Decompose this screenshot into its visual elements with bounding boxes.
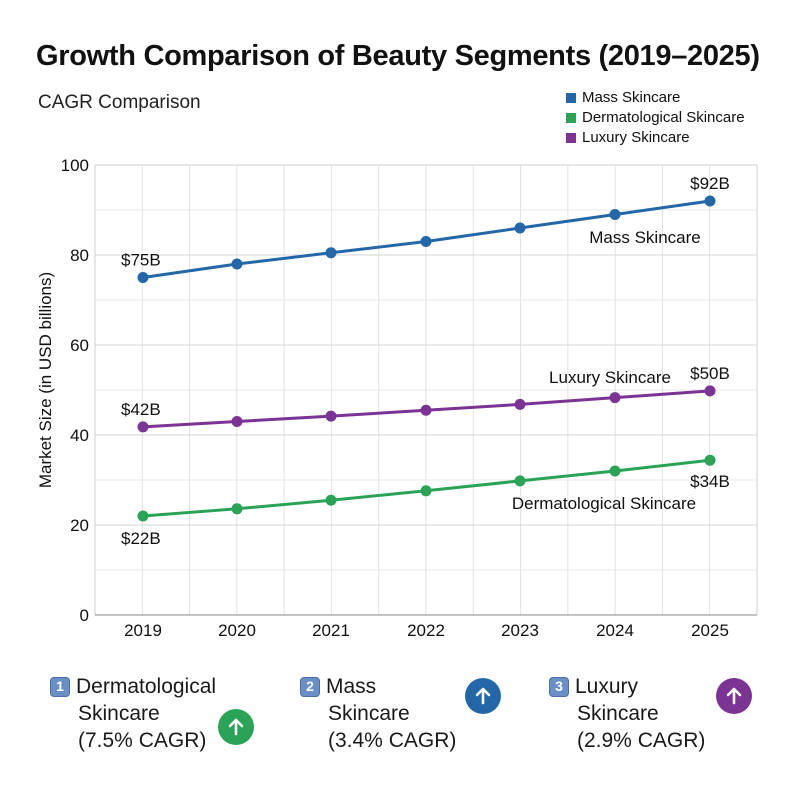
data-point: [514, 222, 526, 234]
series-label-luxury: Luxury Skincare: [549, 368, 671, 387]
data-point: [137, 510, 149, 522]
data-point: [231, 416, 243, 427]
legend-swatch-dermatological: [566, 113, 576, 123]
card-dermatological-line-2: Skincare: [78, 702, 160, 725]
x-tick-label: 2022: [407, 621, 445, 640]
data-label-start-dermatological: $22B: [121, 529, 161, 548]
x-tick-label: 2023: [501, 621, 539, 640]
card-dermatological-line-3: (7.5% CAGR): [78, 729, 207, 752]
chart-title: Growth Comparison of Beauty Segments (20…: [36, 40, 760, 72]
card-luxury-line-2: Skincare: [577, 702, 659, 725]
data-point: [231, 258, 243, 270]
card-mass-line-2: Skincare: [328, 702, 410, 725]
card-mass-line-3: (3.4% CAGR): [328, 729, 457, 752]
data-point: [420, 404, 432, 416]
legend-swatch-mass: [566, 93, 576, 103]
card-dermatological-line-1: 1 Dermatological: [50, 673, 253, 700]
data-label-end-dermatological: $34B: [690, 472, 730, 491]
x-tick-label: 2021: [312, 621, 350, 640]
data-point: [325, 247, 337, 259]
data-point: [325, 410, 337, 422]
card-number-badge: 1: [50, 676, 70, 697]
data-point: [514, 398, 526, 410]
data-label-start-luxury: $42B: [121, 400, 161, 419]
chart-subtitle: CAGR Comparison: [38, 92, 201, 113]
card-luxury: 3 Luxury Skincare (2.9% CAGR): [533, 661, 765, 763]
data-point: [420, 236, 432, 247]
card-number-badge: 3: [549, 676, 569, 697]
legend-item-mass: Mass Skincare: [566, 88, 745, 108]
line-chart: 0 20 40 60 80 100 2019 2020 2021 2022 2023 2024 2025…: [36, 156, 758, 640]
data-point: [231, 503, 243, 515]
data-label-start-mass: $75B: [121, 251, 161, 270]
data-point: [704, 195, 716, 207]
data-point: [704, 454, 716, 466]
up-arrow-icon: [218, 709, 254, 745]
card-mass: 2 Mass Skincare (3.4% CAGR): [284, 661, 516, 763]
card-dermatological: 1 Dermatological Skincare (7.5% CAGR): [34, 661, 267, 763]
data-point: [609, 392, 621, 404]
data-label-end-luxury: $50B: [690, 364, 730, 383]
x-tick-label: 2025: [691, 621, 729, 640]
legend-swatch-luxury: [566, 133, 576, 143]
x-tick-label: 2024: [596, 621, 634, 640]
data-point: [609, 209, 621, 220]
data-point: [325, 494, 337, 506]
y-tick-label: 0: [80, 606, 89, 625]
up-arrow-icon: [716, 678, 752, 714]
data-label-end-mass: $92B: [690, 174, 730, 193]
card-number-badge: 2: [300, 676, 320, 697]
up-arrow-icon: [465, 678, 501, 714]
card-mass-line-1: 2 Mass: [300, 673, 502, 700]
legend-label-luxury: Luxury Skincare: [582, 129, 690, 146]
y-tick-label: 20: [70, 516, 89, 535]
legend-label-mass: Mass Skincare: [582, 89, 681, 106]
legend-item-luxury: Luxury Skincare: [566, 128, 745, 148]
y-tick-label: 80: [70, 246, 89, 265]
card-luxury-line-3: (2.9% CAGR): [577, 729, 706, 752]
legend: Mass Skincare Dermatological Skincare Lu…: [566, 88, 745, 148]
data-point: [609, 465, 621, 477]
series-label-mass: Mass Skincare: [589, 228, 700, 247]
y-tick-label: 40: [70, 426, 89, 445]
data-point: [420, 485, 432, 497]
legend-label-dermatological: Dermatological Skincare: [582, 109, 745, 126]
data-point: [137, 272, 149, 283]
data-point: [137, 421, 149, 433]
y-tick-label: 60: [70, 336, 89, 355]
data-point: [704, 385, 716, 397]
data-point: [514, 475, 526, 487]
card-luxury-line-1: 3 Luxury: [549, 673, 751, 700]
series-label-dermatological: Dermatological Skincare: [512, 494, 696, 513]
x-tick-label: 2020: [218, 621, 256, 640]
x-tick-label: 2019: [124, 621, 162, 640]
y-axis-label: Market Size (in USD billions): [36, 272, 55, 488]
legend-item-dermatological: Dermatological Skincare: [566, 108, 745, 128]
y-tick-label: 100: [61, 156, 89, 175]
